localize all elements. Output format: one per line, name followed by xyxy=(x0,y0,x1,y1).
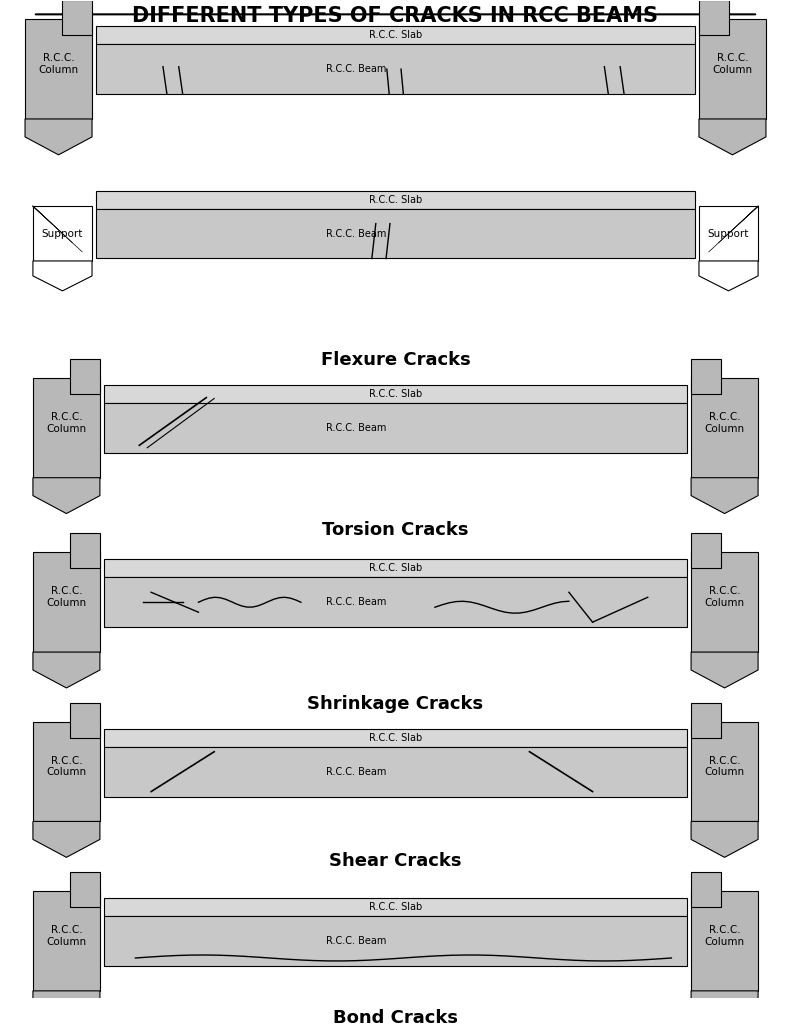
Bar xyxy=(70,702,100,737)
Polygon shape xyxy=(33,652,100,688)
Text: R.C.C.
Column: R.C.C. Column xyxy=(705,756,744,777)
Text: R.C.C.
Column: R.C.C. Column xyxy=(47,756,86,777)
Bar xyxy=(96,44,695,94)
Bar xyxy=(62,0,92,35)
Bar xyxy=(691,378,758,477)
Bar xyxy=(104,898,687,916)
Text: R.C.C.
Column: R.C.C. Column xyxy=(39,53,78,75)
Bar xyxy=(96,27,695,44)
Text: Bond Cracks: Bond Cracks xyxy=(333,1009,458,1024)
Bar xyxy=(691,722,758,821)
Text: R.C.C.
Column: R.C.C. Column xyxy=(47,587,86,608)
Text: R.C.C.
Column: R.C.C. Column xyxy=(705,587,744,608)
Text: R.C.C.
Column: R.C.C. Column xyxy=(713,53,752,75)
Text: R.C.C. Slab: R.C.C. Slab xyxy=(369,563,422,573)
Polygon shape xyxy=(33,477,100,514)
Bar xyxy=(691,702,721,737)
Bar xyxy=(691,891,758,991)
Text: R.C.C. Beam: R.C.C. Beam xyxy=(326,423,386,433)
Bar xyxy=(96,209,695,258)
Bar xyxy=(96,190,695,209)
Polygon shape xyxy=(33,991,100,1024)
Text: Torsion Cracks: Torsion Cracks xyxy=(322,520,469,539)
Text: R.C.C. Beam: R.C.C. Beam xyxy=(326,597,386,607)
Text: DIFFERENT TYPES OF CRACKS IN RCC BEAMS: DIFFERENT TYPES OF CRACKS IN RCC BEAMS xyxy=(133,6,658,27)
Text: Flexure Cracks: Flexure Cracks xyxy=(320,351,471,369)
Bar xyxy=(33,378,100,477)
Polygon shape xyxy=(691,991,758,1024)
Bar xyxy=(33,206,92,261)
Text: Support: Support xyxy=(708,228,749,239)
Text: R.C.C.
Column: R.C.C. Column xyxy=(47,412,86,434)
Text: Support: Support xyxy=(42,228,83,239)
Bar xyxy=(70,534,100,568)
Bar xyxy=(25,19,92,119)
Bar xyxy=(104,403,687,453)
Text: R.C.C. Slab: R.C.C. Slab xyxy=(369,389,422,399)
Bar xyxy=(691,534,721,568)
Text: R.C.C. Beam: R.C.C. Beam xyxy=(326,767,386,776)
Bar xyxy=(104,559,687,578)
Polygon shape xyxy=(699,119,766,155)
Polygon shape xyxy=(691,652,758,688)
Bar xyxy=(699,19,766,119)
Text: Shear Cracks: Shear Cracks xyxy=(329,852,462,870)
Bar xyxy=(691,359,721,394)
Bar xyxy=(699,206,758,261)
Text: R.C.C. Beam: R.C.C. Beam xyxy=(326,65,386,74)
Bar xyxy=(104,729,687,746)
Polygon shape xyxy=(691,821,758,857)
Text: R.C.C. Slab: R.C.C. Slab xyxy=(369,31,422,40)
Text: R.C.C.
Column: R.C.C. Column xyxy=(47,926,86,947)
Bar xyxy=(104,746,687,797)
Bar xyxy=(104,916,687,966)
Bar xyxy=(104,578,687,627)
Text: R.C.C. Slab: R.C.C. Slab xyxy=(369,902,422,912)
Text: R.C.C.
Column: R.C.C. Column xyxy=(705,412,744,434)
Polygon shape xyxy=(699,261,758,291)
Bar xyxy=(33,891,100,991)
Bar xyxy=(33,722,100,821)
Polygon shape xyxy=(691,477,758,514)
Text: R.C.C. Beam: R.C.C. Beam xyxy=(326,936,386,946)
Bar xyxy=(70,359,100,394)
Text: R.C.C. Slab: R.C.C. Slab xyxy=(369,733,422,742)
Bar xyxy=(104,385,687,403)
Text: Shrinkage Cracks: Shrinkage Cracks xyxy=(308,695,483,713)
Text: R.C.C. Beam: R.C.C. Beam xyxy=(326,228,386,239)
Bar xyxy=(70,872,100,907)
Bar xyxy=(33,552,100,652)
Bar xyxy=(691,552,758,652)
Text: R.C.C.
Column: R.C.C. Column xyxy=(705,926,744,947)
Polygon shape xyxy=(33,821,100,857)
Text: R.C.C. Slab: R.C.C. Slab xyxy=(369,195,422,205)
Bar xyxy=(699,0,729,35)
Bar xyxy=(691,872,721,907)
Polygon shape xyxy=(25,119,92,155)
Polygon shape xyxy=(33,261,92,291)
